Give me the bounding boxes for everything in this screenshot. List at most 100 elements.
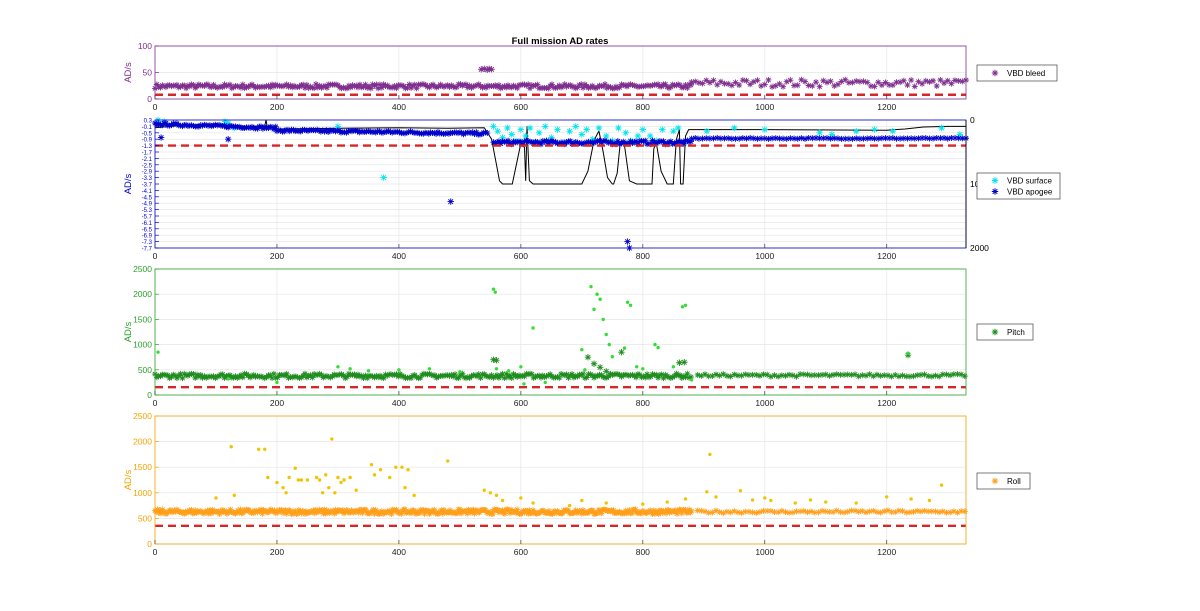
- data-point: [408, 374, 415, 381]
- data-point: [202, 509, 209, 516]
- data-point: [659, 126, 666, 133]
- data-point: [254, 373, 261, 380]
- data-point: [780, 135, 787, 142]
- data-point: [519, 365, 523, 369]
- data-point: [336, 475, 340, 480]
- data-point: [687, 82, 694, 89]
- data-point: [578, 510, 585, 517]
- data-point: [837, 371, 844, 378]
- x-tick-label: 800: [636, 547, 650, 557]
- data-point: [315, 508, 322, 515]
- data-point: [725, 80, 732, 87]
- data-point: [914, 372, 921, 379]
- data-point: [539, 138, 546, 145]
- data-point: [534, 139, 541, 146]
- x-axis: 0 200 400 600 800 1000 1200: [153, 391, 896, 408]
- data-point: [327, 127, 334, 134]
- data-point: [823, 79, 830, 86]
- data-point: [640, 373, 647, 380]
- data-point: [771, 509, 778, 516]
- data-point: [305, 372, 312, 379]
- data-point: [794, 135, 801, 142]
- data-point: [738, 509, 745, 516]
- data-point: [447, 198, 454, 205]
- data-point: [409, 129, 416, 136]
- data-point: [177, 122, 184, 129]
- data-point: [867, 83, 874, 90]
- data-point: [634, 132, 642, 140]
- data-point: [765, 76, 772, 83]
- data-point: [703, 128, 711, 135]
- data-point: [320, 491, 325, 495]
- data-point: [271, 507, 278, 514]
- data-point: [400, 465, 404, 469]
- data-point: [936, 373, 943, 380]
- data-point: [577, 508, 584, 515]
- data-point: [603, 138, 610, 145]
- data-point: [531, 501, 535, 505]
- data-point: [166, 507, 173, 514]
- data-point: [928, 373, 935, 380]
- data-point: [521, 373, 528, 380]
- data-point: [341, 129, 348, 136]
- data-point: [684, 370, 691, 377]
- data-point: [156, 507, 163, 514]
- data-point: [336, 365, 340, 369]
- data-point: [731, 508, 738, 515]
- data-point: [811, 509, 818, 516]
- data-point: [526, 507, 533, 514]
- data-point: [786, 509, 793, 516]
- data-point: [155, 509, 162, 516]
- data-point: [683, 303, 688, 307]
- data-point: [614, 85, 621, 92]
- data-point: [666, 374, 673, 381]
- data-point: [563, 139, 570, 146]
- data-point: [181, 510, 188, 517]
- data-point: [794, 82, 801, 89]
- data-point: [320, 83, 327, 90]
- data-point: [506, 369, 511, 373]
- data-point: [609, 372, 616, 379]
- data-point: [347, 127, 354, 134]
- data-point: [915, 78, 922, 85]
- y-tick-label: 0: [147, 390, 152, 400]
- data-point: [302, 510, 309, 517]
- data-point: [958, 508, 965, 515]
- data-point: [822, 371, 829, 378]
- data-point: [680, 140, 687, 147]
- data-point: [941, 134, 948, 141]
- data-point: [584, 354, 592, 361]
- data-point: [543, 380, 547, 385]
- data-point: [208, 123, 215, 130]
- data-point: [641, 502, 645, 506]
- data-point: [776, 135, 783, 142]
- data-point: [467, 130, 474, 137]
- data-point: [366, 369, 371, 373]
- data-point: [459, 82, 466, 89]
- data-point: [604, 501, 608, 505]
- data-point: [605, 139, 612, 146]
- legend-label: Pitch: [1007, 328, 1025, 337]
- data-point: [227, 81, 234, 88]
- data-point: [714, 495, 718, 499]
- data-point: [628, 303, 633, 307]
- y-tick-label: -1.7: [142, 151, 153, 157]
- data-point: [236, 123, 243, 130]
- x-tick-label: 600: [514, 398, 528, 408]
- x-tick-label: 1000: [755, 547, 774, 557]
- data-point: [309, 374, 316, 381]
- data-point: [482, 488, 486, 492]
- data-point: [955, 77, 962, 84]
- data-point: [541, 374, 548, 381]
- data-point: [197, 371, 204, 378]
- data-point: [303, 127, 310, 134]
- data-point: [936, 509, 943, 516]
- data-point: [671, 365, 676, 369]
- data-point: [409, 82, 416, 89]
- data-point: [380, 174, 387, 181]
- data-point: [479, 84, 486, 91]
- data-point: [424, 83, 431, 90]
- data-point: [922, 77, 929, 84]
- data-point: [572, 85, 579, 92]
- data-point: [645, 374, 652, 381]
